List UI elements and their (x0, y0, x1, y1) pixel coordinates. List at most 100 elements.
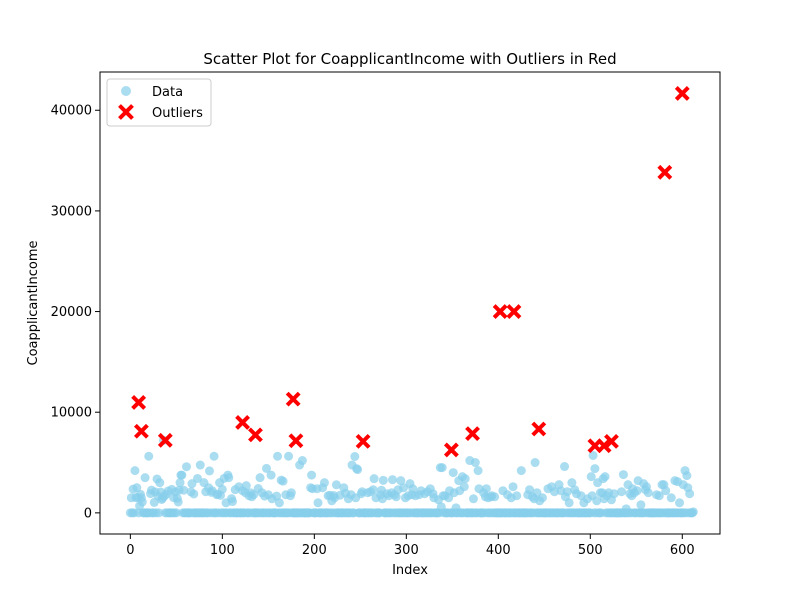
data-point (224, 473, 234, 483)
data-point (319, 478, 329, 488)
data-point (175, 478, 185, 488)
data-point (204, 466, 214, 476)
data-point (144, 451, 154, 461)
outlier-point (235, 415, 250, 430)
outlier-point (492, 304, 508, 319)
x-axis-ticks: 0 100 200 300 400 500 600 (126, 534, 695, 558)
outlier-point (355, 433, 371, 449)
outlier-point (506, 304, 522, 319)
legend: Data Outliers (106, 78, 212, 127)
data-point (592, 496, 602, 506)
data-point (654, 491, 664, 501)
chart-title: Scatter Plot for CoapplicantIncome with … (203, 50, 616, 68)
x-tick-label: 500 (578, 543, 603, 558)
data-point (266, 470, 276, 480)
data-point (562, 487, 572, 497)
data-point (249, 490, 259, 500)
y-tick-label: 40000 (51, 104, 92, 119)
data-point (209, 451, 219, 461)
legend-box (106, 78, 212, 127)
data-point (600, 472, 610, 482)
data-point (675, 498, 685, 508)
data-point (632, 486, 642, 496)
data-point (132, 483, 142, 493)
data-point (273, 451, 283, 461)
outlier-point (288, 433, 304, 449)
data-point (470, 458, 480, 468)
data-point (388, 475, 398, 485)
data-point (586, 472, 596, 482)
data-point (508, 482, 518, 492)
outlier-point (465, 426, 480, 442)
data-point (537, 493, 547, 503)
outlier-point (157, 432, 173, 448)
data-point (448, 468, 458, 478)
data-point (137, 497, 147, 507)
y-tick-label: 0 (84, 506, 92, 521)
data-point (177, 470, 187, 480)
outlier-point (531, 421, 547, 437)
outlier-point (131, 395, 147, 410)
x-tick-label: 100 (210, 543, 235, 558)
data-point (307, 470, 317, 480)
data-point (473, 466, 483, 476)
data-point (590, 464, 600, 474)
data-point (130, 466, 140, 476)
plot-frame (99, 71, 721, 535)
data-point (353, 465, 363, 475)
y-axis-label: CoapplicantIncome (26, 240, 41, 365)
outlier-point (604, 433, 619, 449)
data-point (396, 476, 406, 486)
data-point (512, 491, 522, 501)
data-point (274, 498, 284, 508)
data-point (189, 489, 199, 499)
legend-marker-outliers (118, 104, 134, 120)
data-point (530, 458, 540, 468)
data-layer (125, 435, 698, 518)
x-tick-label: 600 (670, 543, 695, 558)
data-point (567, 478, 577, 488)
data-point (173, 497, 183, 507)
data-point (391, 492, 401, 502)
y-tick-label: 10000 (51, 406, 92, 421)
data-point (241, 481, 251, 491)
data-point (331, 480, 341, 490)
data-point (284, 451, 294, 461)
data-point (227, 497, 237, 507)
data-point (560, 462, 570, 472)
data-point (588, 450, 598, 460)
data-point (525, 485, 535, 495)
data-point (661, 486, 671, 496)
x-tick-label: 400 (486, 543, 511, 558)
data-point (171, 508, 181, 518)
data-point (437, 463, 447, 473)
outlier-point (443, 442, 459, 458)
data-point (399, 483, 409, 493)
data-point (278, 476, 288, 486)
data-point (368, 485, 378, 495)
data-point (154, 508, 164, 518)
data-point (460, 474, 470, 484)
data-point (297, 456, 307, 466)
data-point (682, 471, 692, 481)
outlier-point (133, 423, 149, 439)
data-point (286, 488, 296, 498)
x-tick-label: 0 (126, 543, 134, 558)
data-point (350, 451, 360, 461)
data-point (179, 485, 189, 495)
x-tick-label: 300 (394, 543, 419, 558)
data-point (193, 473, 203, 483)
data-point (195, 460, 205, 470)
data-point (378, 475, 388, 485)
data-point (516, 466, 526, 476)
outlier-point (248, 427, 263, 443)
y-tick-label: 30000 (51, 204, 92, 219)
data-point (685, 489, 695, 499)
data-point (459, 482, 469, 492)
x-axis-label: Index (392, 563, 428, 578)
data-point (481, 484, 491, 494)
data-point (688, 507, 698, 517)
legend-label-outliers: Outliers (152, 106, 203, 121)
data-point (369, 474, 379, 484)
y-axis-ticks: 0 10000 20000 30000 40000 (51, 104, 100, 521)
